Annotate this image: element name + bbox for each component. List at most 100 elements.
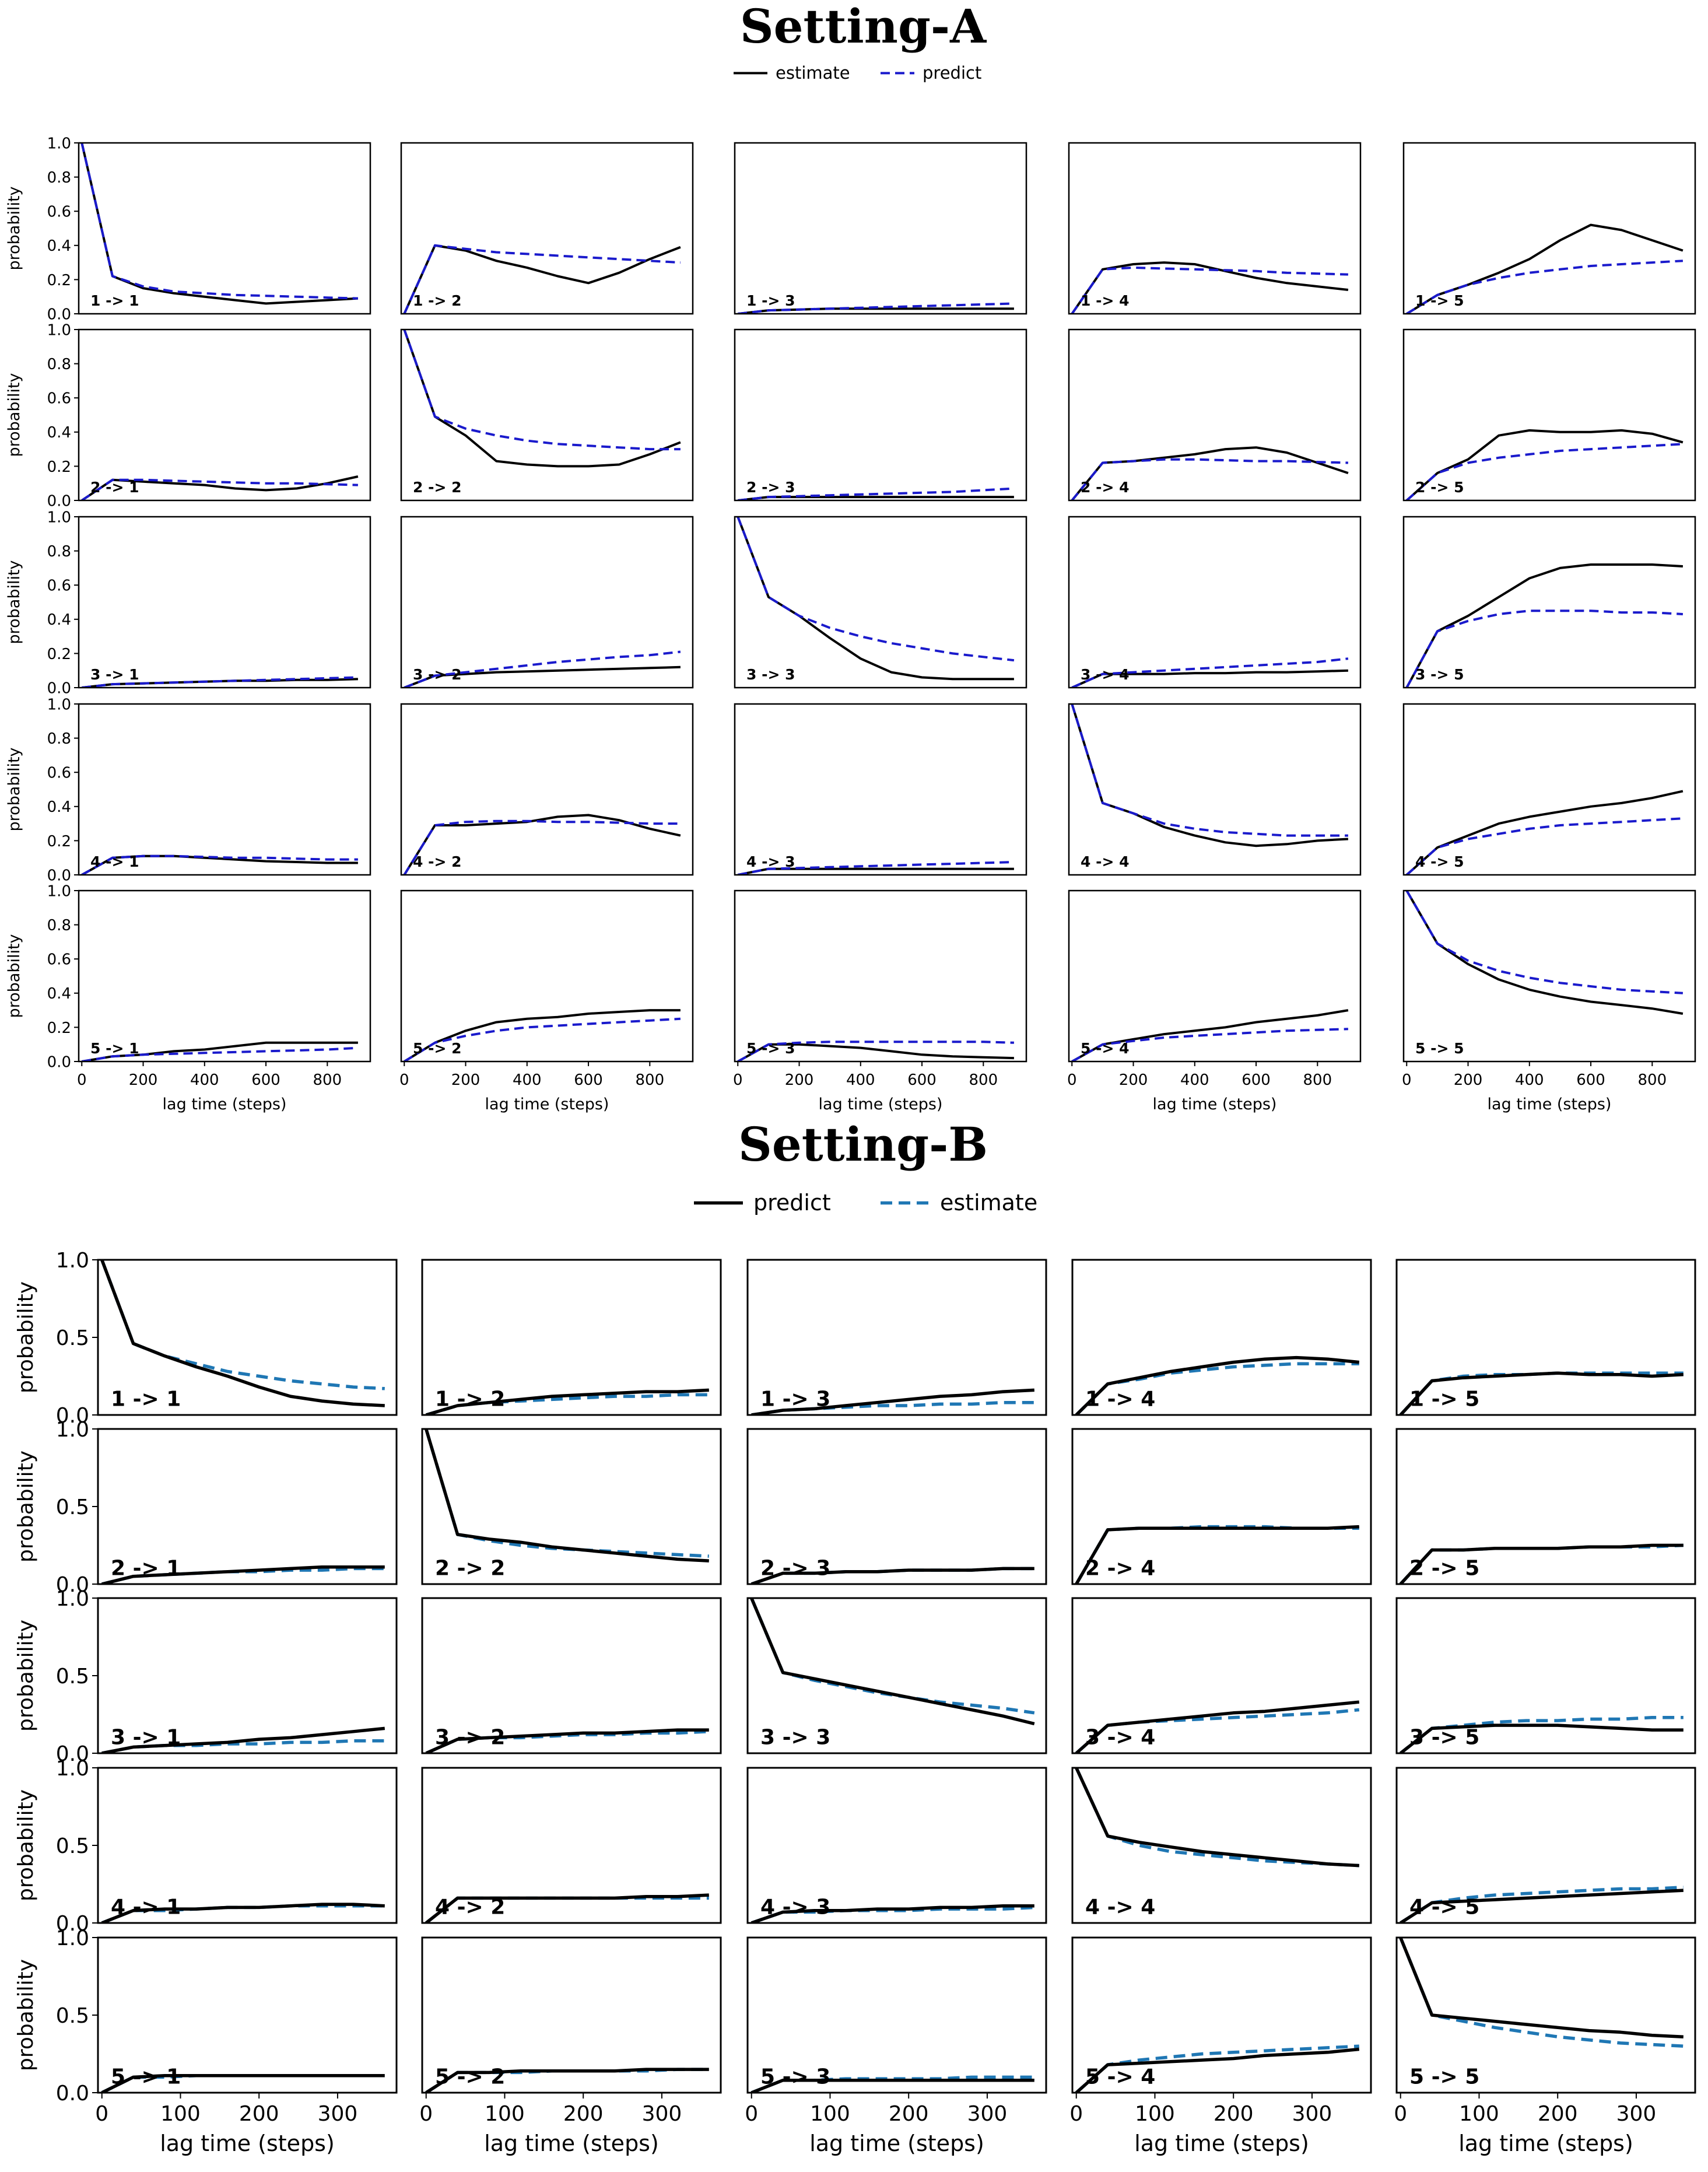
x-tick-label: 200 [889, 2102, 929, 2126]
x-tick-label: 0 [1069, 2102, 1083, 2126]
x-tick-label: 0 [745, 2102, 758, 2126]
x-tick-label: 800 [1303, 1071, 1332, 1089]
panel-frame [78, 516, 371, 689]
y-tick-label: 0.5 [56, 1326, 89, 1350]
x-axis-label: lag time (steps) [484, 2131, 659, 2156]
setting-b-panel-2-5: 2 -> 5 [1395, 1428, 1696, 1585]
x-axis-label: lag time (steps) [819, 1095, 943, 1113]
y-axis-label: probability [14, 1281, 38, 1393]
panel-frame [1395, 1428, 1696, 1585]
series-line-estimate [1399, 1938, 1684, 2048]
series-line-predict [1399, 1543, 1684, 1584]
series-line-predict [750, 1904, 1034, 1923]
setting-b-panel-2-4: 2 -> 4 [1071, 1428, 1372, 1585]
panel-frame [1068, 142, 1362, 315]
y-tick-label: 0.6 [47, 951, 71, 969]
series-line-predict [751, 1388, 1034, 1415]
series-line-predict [403, 330, 681, 451]
panel-frame [746, 1259, 1047, 1416]
series-line-predict [425, 1388, 709, 1415]
x-tick-label: 200 [239, 2102, 279, 2126]
panel-label: 4 -> 2 [435, 1896, 505, 1919]
y-tick-label: 0.0 [56, 1912, 89, 1936]
y-tick-label: 1.0 [47, 696, 71, 713]
x-tick-label: 300 [1616, 2102, 1657, 2126]
x-axis-label: lag time (steps) [1153, 1095, 1277, 1113]
panel-label: 4 -> 5 [1415, 853, 1464, 870]
panel-label: 5 -> 4 [1085, 2065, 1155, 2089]
panel-label: 5 -> 5 [1415, 1040, 1464, 1057]
panel-frame [734, 328, 1027, 502]
y-tick-label: 0.8 [47, 356, 71, 373]
panel-frame [734, 142, 1027, 315]
panel-frame [746, 1428, 1047, 1585]
y-tick-label: 0.6 [47, 204, 71, 221]
series-line-predict [101, 1565, 385, 1584]
y-tick-label: 1.0 [56, 1926, 89, 1950]
panel-frame [400, 889, 694, 1063]
setting-a-panel-1-1: 1 -> 1 0.0 0.2 0.4 0.6 0.8 1.0 probability [5, 135, 371, 323]
setting-a-panel-1-5: 1 -> 5 [1402, 142, 1696, 315]
setting-b-legend-label-predict: predict [753, 1190, 831, 1215]
panel-label: 1 -> 3 [746, 292, 795, 309]
y-axis-label: probability [5, 934, 23, 1018]
panel-label: 1 -> 2 [413, 292, 462, 309]
series-line-estimate [101, 1567, 385, 1584]
setting-a-panel-3-1: 3 -> 1 0.0 0.2 0.4 0.6 0.8 1.0 probability [5, 509, 371, 697]
x-tick-label: 600 [251, 1071, 280, 1089]
series-line-predict [1406, 260, 1684, 314]
setting-b-panel-2-3: 2 -> 3 [746, 1428, 1047, 1585]
setting-b-legend-label-estimate: estimate [940, 1190, 1037, 1215]
panel-label: 1 -> 4 [1085, 1388, 1155, 1411]
y-tick-label: 0.2 [47, 833, 71, 850]
series-line-predict [403, 819, 681, 875]
panel-frame [1071, 1936, 1372, 2094]
setting-a-panel-2-4: 2 -> 4 [1068, 328, 1362, 502]
y-tick-label: 0.6 [47, 577, 71, 595]
y-tick-label: 0.5 [56, 1834, 89, 1858]
setting-a-panel-3-4: 3 -> 4 [1068, 516, 1362, 689]
y-tick-label: 0.0 [47, 1053, 71, 1071]
panel-frame [421, 1936, 722, 2094]
panel-label: 1 -> 4 [1081, 292, 1130, 309]
y-tick-label: 0.2 [47, 272, 71, 289]
y-tick-label: 0.0 [56, 1404, 89, 1428]
panel-label: 1 -> 1 [90, 292, 139, 309]
y-tick-label: 0.2 [47, 458, 71, 476]
series-line-predict [1075, 2047, 1360, 2093]
panel-label: 1 -> 2 [435, 1388, 505, 1411]
panel-frame [400, 328, 694, 502]
series-line-predict [1071, 704, 1348, 837]
setting-a-panel-4-1: 4 -> 1 0.0 0.2 0.4 0.6 0.8 1.0 probability [5, 696, 371, 884]
y-tick-label: 1.0 [47, 135, 71, 152]
x-tick-label: 0 [95, 2102, 108, 2126]
series-line-estimate [425, 1730, 709, 1753]
setting-a-panel-3-2: 3 -> 2 [400, 516, 694, 689]
series-line-predict [1075, 1525, 1359, 1584]
x-axis-label: lag time (steps) [1488, 1095, 1612, 1113]
x-tick-label: 200 [451, 1071, 481, 1089]
panel-label: 4 -> 2 [413, 853, 462, 870]
y-tick-label: 0.8 [47, 730, 71, 748]
panel-label: 4 -> 4 [1081, 853, 1130, 870]
x-tick-label: 200 [785, 1071, 814, 1089]
series-line-predict [100, 1260, 385, 1407]
series-line-predict [81, 478, 358, 500]
series-line-estimate [404, 1009, 681, 1062]
series-line-estimate [750, 1905, 1034, 1923]
series-line-estimate [1071, 704, 1349, 847]
panel-frame [1402, 889, 1696, 1063]
setting-a-panel-4-5: 4 -> 5 [1402, 703, 1696, 876]
panel-label: 5 -> 3 [746, 1040, 795, 1057]
series-line-estimate [1400, 1886, 1684, 1923]
setting-b-panel-2-1: 2 -> 1 0.0 0.5 1.0 probability [14, 1418, 398, 1597]
setting-b-panel-4-5: 4 -> 5 [1395, 1767, 1696, 1924]
series-line-predict [1405, 817, 1684, 875]
y-tick-label: 0.0 [56, 1742, 89, 1766]
series-line-estimate [1405, 429, 1684, 500]
panel-label: 3 -> 5 [1409, 1726, 1479, 1750]
panel-frame [746, 1936, 1047, 2094]
setting-a-panel-5-3: 5 -> 30 200 400 600 800 lag time (steps) [733, 889, 1027, 1113]
setting-b-panel-5-1: 5 -> 1 0.0 0.5 1.0 probability 0 100 200 300 lag … [14, 1926, 398, 2156]
panel-frame [78, 142, 371, 315]
